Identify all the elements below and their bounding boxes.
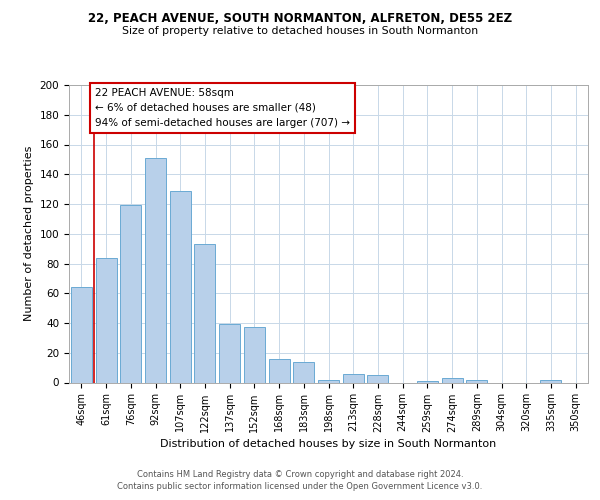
- Bar: [71, 288, 92, 382]
- Bar: [343, 374, 364, 382]
- Bar: [293, 362, 314, 382]
- Y-axis label: Number of detached properties: Number of detached properties: [24, 146, 34, 322]
- Bar: [442, 378, 463, 382]
- Bar: [269, 358, 290, 382]
- Bar: [541, 380, 562, 382]
- Bar: [145, 158, 166, 382]
- Bar: [194, 244, 215, 382]
- Text: 22, PEACH AVENUE, SOUTH NORMANTON, ALFRETON, DE55 2EZ: 22, PEACH AVENUE, SOUTH NORMANTON, ALFRE…: [88, 12, 512, 26]
- Bar: [219, 324, 240, 382]
- Text: 22 PEACH AVENUE: 58sqm
← 6% of detached houses are smaller (48)
94% of semi-deta: 22 PEACH AVENUE: 58sqm ← 6% of detached …: [95, 88, 350, 128]
- Bar: [120, 206, 141, 382]
- Bar: [244, 328, 265, 382]
- Bar: [367, 375, 388, 382]
- Bar: [318, 380, 339, 382]
- Bar: [95, 258, 116, 382]
- Bar: [417, 381, 438, 382]
- Text: Size of property relative to detached houses in South Normanton: Size of property relative to detached ho…: [122, 26, 478, 36]
- Bar: [466, 380, 487, 382]
- Text: Contains HM Land Registry data © Crown copyright and database right 2024.: Contains HM Land Registry data © Crown c…: [137, 470, 463, 479]
- Text: Contains public sector information licensed under the Open Government Licence v3: Contains public sector information licen…: [118, 482, 482, 491]
- X-axis label: Distribution of detached houses by size in South Normanton: Distribution of detached houses by size …: [160, 438, 497, 448]
- Bar: [170, 190, 191, 382]
